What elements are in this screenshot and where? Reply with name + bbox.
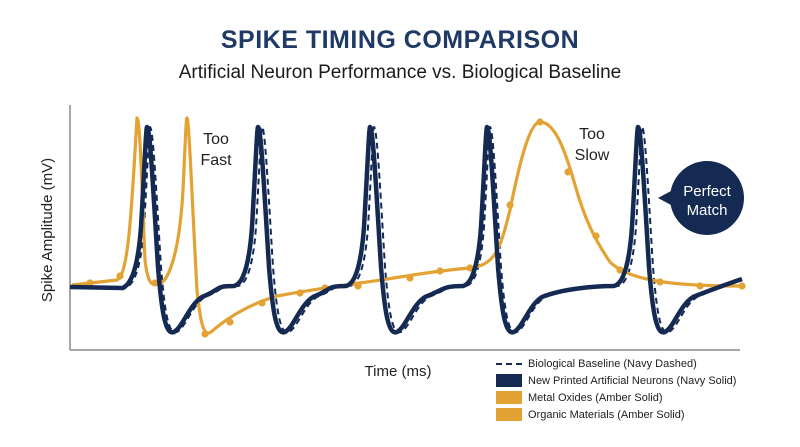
legend-label: New Printed Artificial Neurons (Navy Sol… <box>528 374 737 387</box>
legend-item: New Printed Artificial Neurons (Navy Sol… <box>496 372 736 389</box>
chart-subtitle: Artificial Neuron Performance vs. Biolog… <box>178 62 622 83</box>
amber-data-point <box>86 279 94 287</box>
legend-swatch-dashed <box>496 362 522 365</box>
y-axis-label: Spike Amplitude (mV) <box>39 158 56 302</box>
amber-data-point <box>296 289 304 297</box>
annotation-too-fast: Too Fast <box>200 131 232 169</box>
perfect-match-badge <box>670 161 744 235</box>
x-axis-label: Time (ms) <box>365 363 432 380</box>
amber-data-point <box>536 118 544 126</box>
legend-label: Biological Baseline (Navy Dashed) <box>528 357 697 370</box>
legend-swatch-amber <box>496 391 522 404</box>
amber-data-point <box>151 279 159 287</box>
amber-data-point <box>616 266 624 274</box>
amber-data-point <box>592 232 600 240</box>
amber-data-point <box>564 168 572 176</box>
series-artificial-neurons <box>69 124 743 335</box>
legend-swatch-navy <box>496 374 522 387</box>
series-metal-oxides <box>71 116 365 335</box>
amber-data-point <box>696 282 704 290</box>
series-biological-baseline <box>69 125 741 334</box>
amber-data-point <box>226 318 234 326</box>
amber-data-point <box>258 299 266 307</box>
badge-pointer <box>658 191 671 205</box>
legend-item: Biological Baseline (Navy Dashed) <box>496 355 736 372</box>
amber-data-point <box>201 330 209 338</box>
amber-data-point <box>116 272 124 280</box>
legend-label: Organic Materials (Amber Solid) <box>528 408 685 421</box>
amber-data-point <box>436 267 444 275</box>
legend-swatch-amber <box>496 408 522 421</box>
annotation-perfect-match: Perfect Match <box>683 183 731 219</box>
legend-label: Metal Oxides (Amber Solid) <box>528 391 663 404</box>
amber-data-point <box>466 264 474 272</box>
amber-data-point <box>506 201 514 209</box>
chart-legend: Biological Baseline (Navy Dashed) New Pr… <box>496 355 736 423</box>
amber-data-point <box>354 282 362 290</box>
legend-item: Metal Oxides (Amber Solid) <box>496 389 736 406</box>
amber-data-point <box>656 278 664 286</box>
annotation-too-slow: Too Slow <box>575 126 610 164</box>
legend-item: Organic Materials (Amber Solid) <box>496 406 736 423</box>
chart-title: SPIKE TIMING COMPARISON <box>220 26 580 54</box>
amber-data-point <box>406 274 414 282</box>
amber-data-point <box>738 282 746 290</box>
